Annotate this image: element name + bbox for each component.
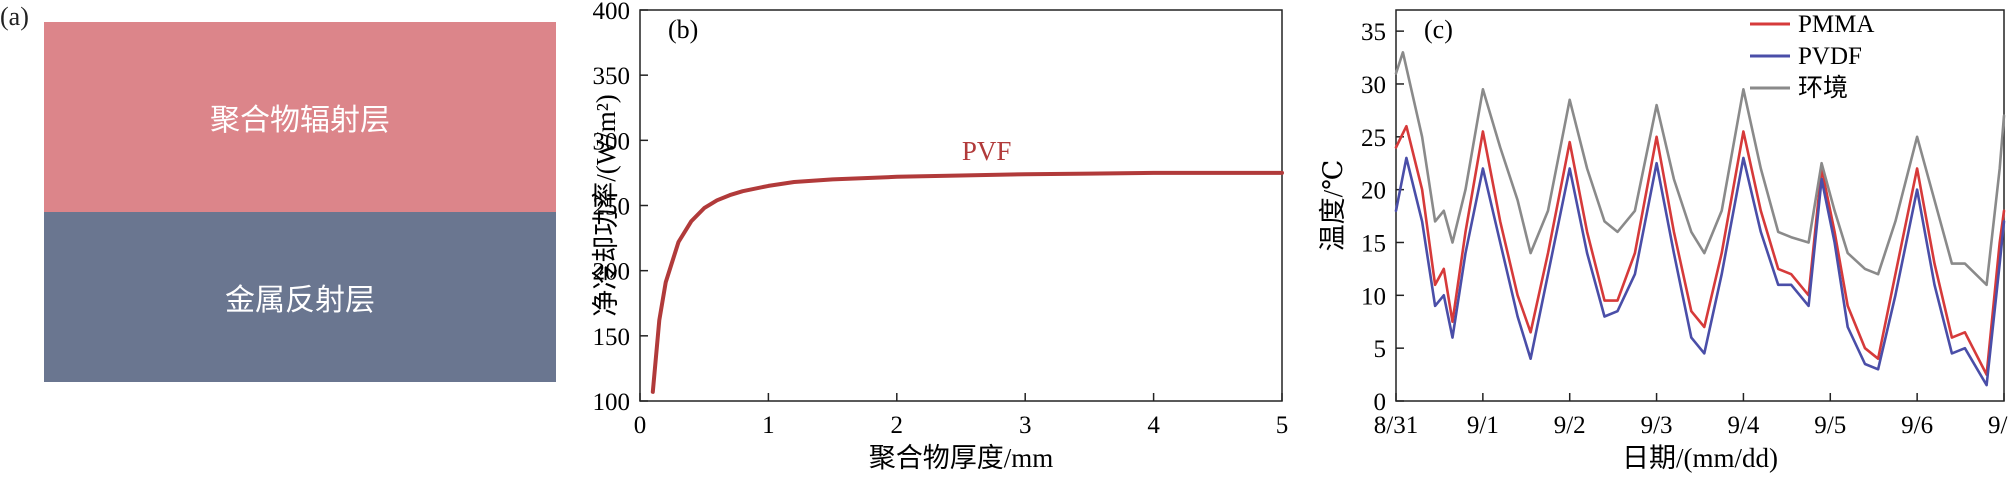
x-tick-label: 9/5 [1814, 412, 1846, 439]
series-line-0 [650, 170, 1284, 394]
y-tick-label: 100 [593, 389, 631, 416]
x-tick-label: 0 [634, 412, 647, 439]
chart-b-cooling-power: (b) 100 150 200 250 300 350 400 0 1 2 3 4 5 聚合物厚度/mm 净冷… [591, 0, 1289, 473]
x-tick-label: 9/1 [1467, 412, 1499, 439]
y-tick-label: 400 [593, 0, 631, 25]
series-label-pvf: PVF [962, 136, 1012, 166]
polymer-radiative-layer-label: 聚合物辐射层 [210, 103, 390, 138]
series-line-0 [1394, 124, 2006, 376]
y-tick-label: 30 [1361, 72, 1386, 99]
legend-label-2: 环境 [1798, 74, 1848, 102]
y-tick-label: 35 [1361, 19, 1386, 46]
y-tick-label: 350 [593, 63, 631, 90]
x-tick-label: 1 [762, 412, 775, 439]
panel-a-tag: (a) [0, 2, 29, 31]
y-tick-label: 0 [1374, 389, 1387, 416]
x-tick-label: 9/2 [1554, 412, 1586, 439]
y-tick-label: 20 [1361, 178, 1386, 205]
panel-tag: (b) [668, 15, 698, 44]
metal-reflective-layer: 金属反射层 [44, 212, 556, 382]
chart-c-temperature: (c) 0 5 10 15 20 25 30 35 8/31 9/1 9/2 9/3 9/4 9/5 9/6 9… [1318, 9, 2008, 473]
polymer-radiative-layer: 聚合物辐射层 [44, 22, 556, 212]
series-line-1 [1394, 156, 2006, 387]
y-tick-label: 200 [593, 259, 631, 286]
y-tick-label: 300 [593, 128, 631, 155]
plot-frame [639, 9, 1283, 402]
panel-a: (a) 聚合物辐射层 金属反射层 [0, 0, 560, 485]
x-tick-label: 9/7 [1988, 412, 2008, 439]
y-tick-label: 10 [1361, 283, 1386, 310]
x-tick-label: 9/6 [1901, 412, 1933, 439]
panel-tag: (c) [1424, 15, 1453, 44]
y-axis-label: 温度/℃ [1318, 160, 1348, 252]
legend-label-1: PVDF [1798, 43, 1862, 70]
y-tick-label: 250 [593, 194, 631, 221]
x-tick-label: 9/3 [1641, 412, 1673, 439]
series-line-2 [1394, 50, 2006, 287]
x-tick-label: 9/4 [1727, 412, 1759, 439]
legend-label-0: PMMA [1798, 11, 1874, 38]
x-tick-label: 2 [891, 412, 904, 439]
metal-reflective-layer-label: 金属反射层 [225, 283, 375, 318]
x-axis-label: 日期/(mm/dd) [1622, 443, 1778, 473]
y-tick-label: 150 [593, 324, 631, 351]
y-tick-label: 15 [1361, 230, 1386, 257]
x-axis-label: 聚合物厚度/mm [869, 443, 1054, 473]
y-tick-label: 25 [1361, 125, 1386, 152]
x-tick-label: 8/31 [1374, 412, 1418, 439]
x-tick-label: 3 [1019, 412, 1031, 439]
y-axis-label: 净冷却功率/(W/m²) [591, 94, 621, 317]
x-tick-label: 4 [1147, 412, 1160, 439]
x-tick-label: 5 [1276, 412, 1289, 439]
y-tick-label: 5 [1374, 336, 1387, 363]
